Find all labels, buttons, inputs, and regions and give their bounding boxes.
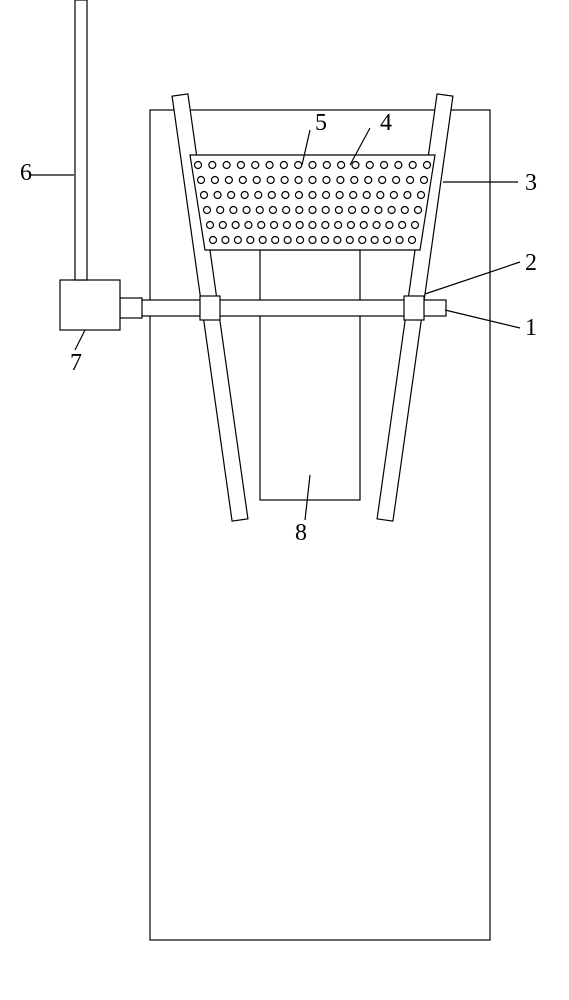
- motor-box: [60, 280, 120, 330]
- label-5: 5: [315, 110, 327, 136]
- label-1: 1: [525, 315, 537, 341]
- vertical-pole: [75, 0, 87, 280]
- horizontal-shaft: [105, 300, 446, 316]
- sleeve-left: [200, 296, 220, 320]
- label-3: 3: [525, 170, 537, 196]
- coupling: [120, 298, 142, 318]
- label-6: 6: [20, 160, 32, 186]
- label-7: 7: [70, 350, 82, 376]
- leader-line-7: [75, 330, 85, 350]
- label-4: 4: [380, 110, 392, 136]
- center-column: [260, 250, 360, 500]
- mesh-frame: [190, 155, 435, 250]
- sleeve-right: [404, 296, 424, 320]
- label-8: 8: [295, 520, 307, 546]
- diagram-canvas: 1 2 3 4 5 6 7 8: [0, 0, 569, 1000]
- label-2: 2: [525, 250, 537, 276]
